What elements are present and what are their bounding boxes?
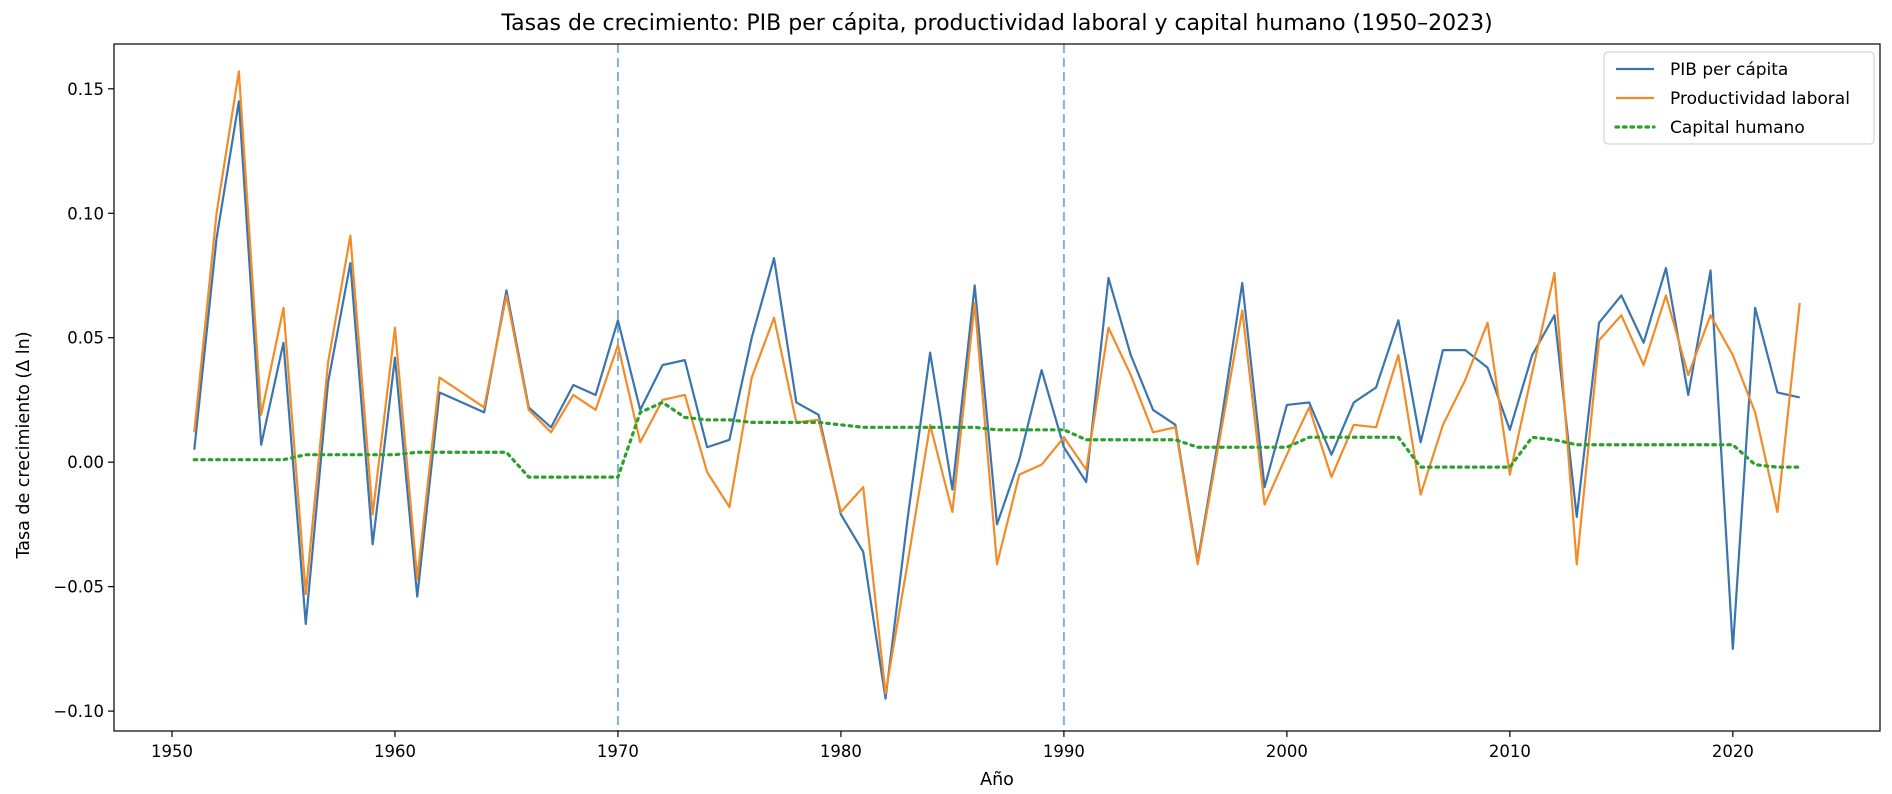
chart-title: Tasas de crecimiento: PIB per cápita, pr… [500,11,1492,36]
y-axis-ticks: −0.10 −0.05 0.00 0.05 0.10 0.15 [53,80,114,721]
series-line-1 [193,70,1801,695]
series-layer [192,70,1802,700]
legend-frame [1603,51,1875,145]
y-tick-label: 0.15 [67,80,104,99]
x-tick-label: 1970 [597,742,639,761]
x-tick-label: 2000 [1266,742,1308,761]
x-tick-label: 1950 [151,742,193,761]
y-tick-label: 0.05 [67,329,104,348]
y-tick-label: −0.05 [53,578,104,597]
x-tick-label: 2010 [1489,742,1531,761]
reference-lines [616,44,1065,731]
legend-label: Capital humano [1670,118,1805,138]
x-axis-ticks: 1950 1960 1970 1980 1990 2000 2010 2020 [151,731,1754,761]
x-axis-label: Año [980,770,1014,790]
x-tick-label: 1960 [374,742,416,761]
series-line-0 [193,100,1800,700]
series-line-2 [192,400,1802,479]
legend-label: Productividad laboral [1670,89,1850,109]
plot-area [113,43,1881,732]
x-tick-label: 1990 [1043,742,1085,761]
x-tick-label: 2020 [1712,742,1754,761]
y-tick-label: 0.10 [67,204,104,223]
y-tick-label: 0.00 [67,453,104,472]
y-axis-label: Tasa de crecimiento (Δ ln) [14,331,34,559]
y-tick-label: −0.10 [53,702,104,721]
x-tick-label: 1980 [820,742,862,761]
legend-label: PIB per cápita [1670,60,1788,80]
legend: PIB per cápita Productividad laboral Capit… [1603,51,1875,145]
